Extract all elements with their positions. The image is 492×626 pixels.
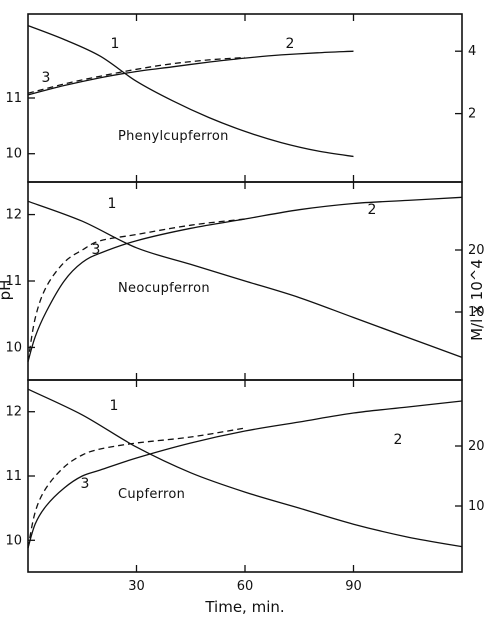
y2-tick-label: 2 [468, 107, 476, 122]
y-tick-label: 10 [5, 340, 22, 355]
y-axis-label: pH [0, 280, 14, 301]
x-tick-label: 60 [237, 579, 254, 594]
panel-title: Neocupferron [118, 281, 210, 296]
y2-tick-label: 4 [468, 44, 476, 59]
series-label-2: 2 [394, 432, 403, 448]
y-tick-label: 11 [5, 91, 22, 106]
y2-tick-label: 10 [468, 499, 485, 514]
series-label-1: 1 [108, 196, 117, 212]
panel-title: Cupferron [118, 487, 185, 502]
panel-phenylcupferron: 10 11 2 4 1 2 3 Phenylcupferron [5, 14, 476, 182]
x-axis-label: Time, min. [204, 598, 284, 616]
series-label-3: 3 [81, 476, 90, 492]
axis-labels: Time, min. pH M/l x 10^4 [0, 259, 486, 616]
y-tick-label: 12 [5, 208, 22, 223]
series-label-3: 3 [42, 70, 51, 86]
series-line-2 [28, 197, 462, 361]
series-line-1 [28, 201, 462, 357]
y-tick-label: 10 [5, 533, 22, 548]
series-label-1: 1 [111, 36, 120, 52]
series-label-2: 2 [368, 202, 377, 218]
series-label-1: 1 [110, 398, 119, 414]
series-line-1 [28, 389, 462, 547]
y-tick-label: 11 [5, 469, 22, 484]
y-tick-label: 12 [5, 405, 22, 420]
y2-tick-label: 20 [468, 439, 485, 454]
y2-tick-label: 20 [468, 243, 485, 258]
series-line-2 [28, 51, 354, 95]
y2-axis-label: M/l x 10^4 [468, 259, 486, 341]
panel-title: Phenylcupferron [118, 129, 229, 144]
series-label-3: 3 [92, 242, 101, 258]
series-label-2: 2 [286, 36, 295, 52]
series-line-2 [28, 401, 462, 548]
panel-frame [28, 14, 462, 182]
x-tick-label: 30 [128, 579, 145, 594]
x-tick-label: 90 [345, 579, 362, 594]
y-tick-label: 10 [5, 147, 22, 162]
series-line-3 [28, 57, 245, 93]
